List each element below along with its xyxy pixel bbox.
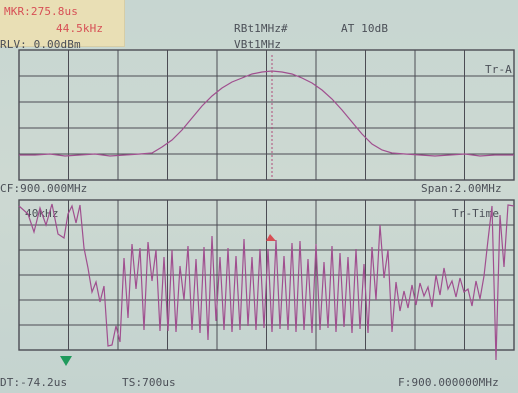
delta-time: DT:-74.2us — [0, 376, 68, 389]
green-marker-icon — [60, 356, 72, 366]
attenuation: AT 10dB — [341, 22, 389, 35]
lower-scale-label: 40kHz — [25, 207, 59, 220]
lower-panel-frame — [18, 199, 515, 351]
upper-trace-label: Tr-A — [485, 63, 512, 76]
lower-panel-grid — [19, 200, 514, 350]
span-value: Span:2.00MHz — [421, 182, 502, 195]
sweep-time: TS:700us — [122, 376, 176, 389]
display-frequency: F:900.000000MHz — [398, 376, 499, 389]
upper-trace — [19, 70, 514, 157]
marker-readout-label: MKR:275.8us — [4, 5, 78, 18]
reference-level: RLV: 0.00dBm — [0, 38, 81, 51]
center-frequency: CF:900.000MHz — [0, 182, 88, 195]
lower-trace — [18, 203, 515, 361]
marker-readout-value: 44.5kHz — [56, 22, 104, 35]
resolution-bandwidth: RBt1MHz# — [234, 22, 288, 35]
lower-trace-label: Tr-Time — [452, 207, 500, 220]
marker-readout-panel — [0, 0, 125, 47]
red-marker-icon — [266, 234, 276, 241]
video-bandwidth: VBt1MHz — [234, 38, 282, 51]
upper-panel-frame — [18, 49, 515, 181]
upper-panel-grid — [19, 50, 514, 180]
